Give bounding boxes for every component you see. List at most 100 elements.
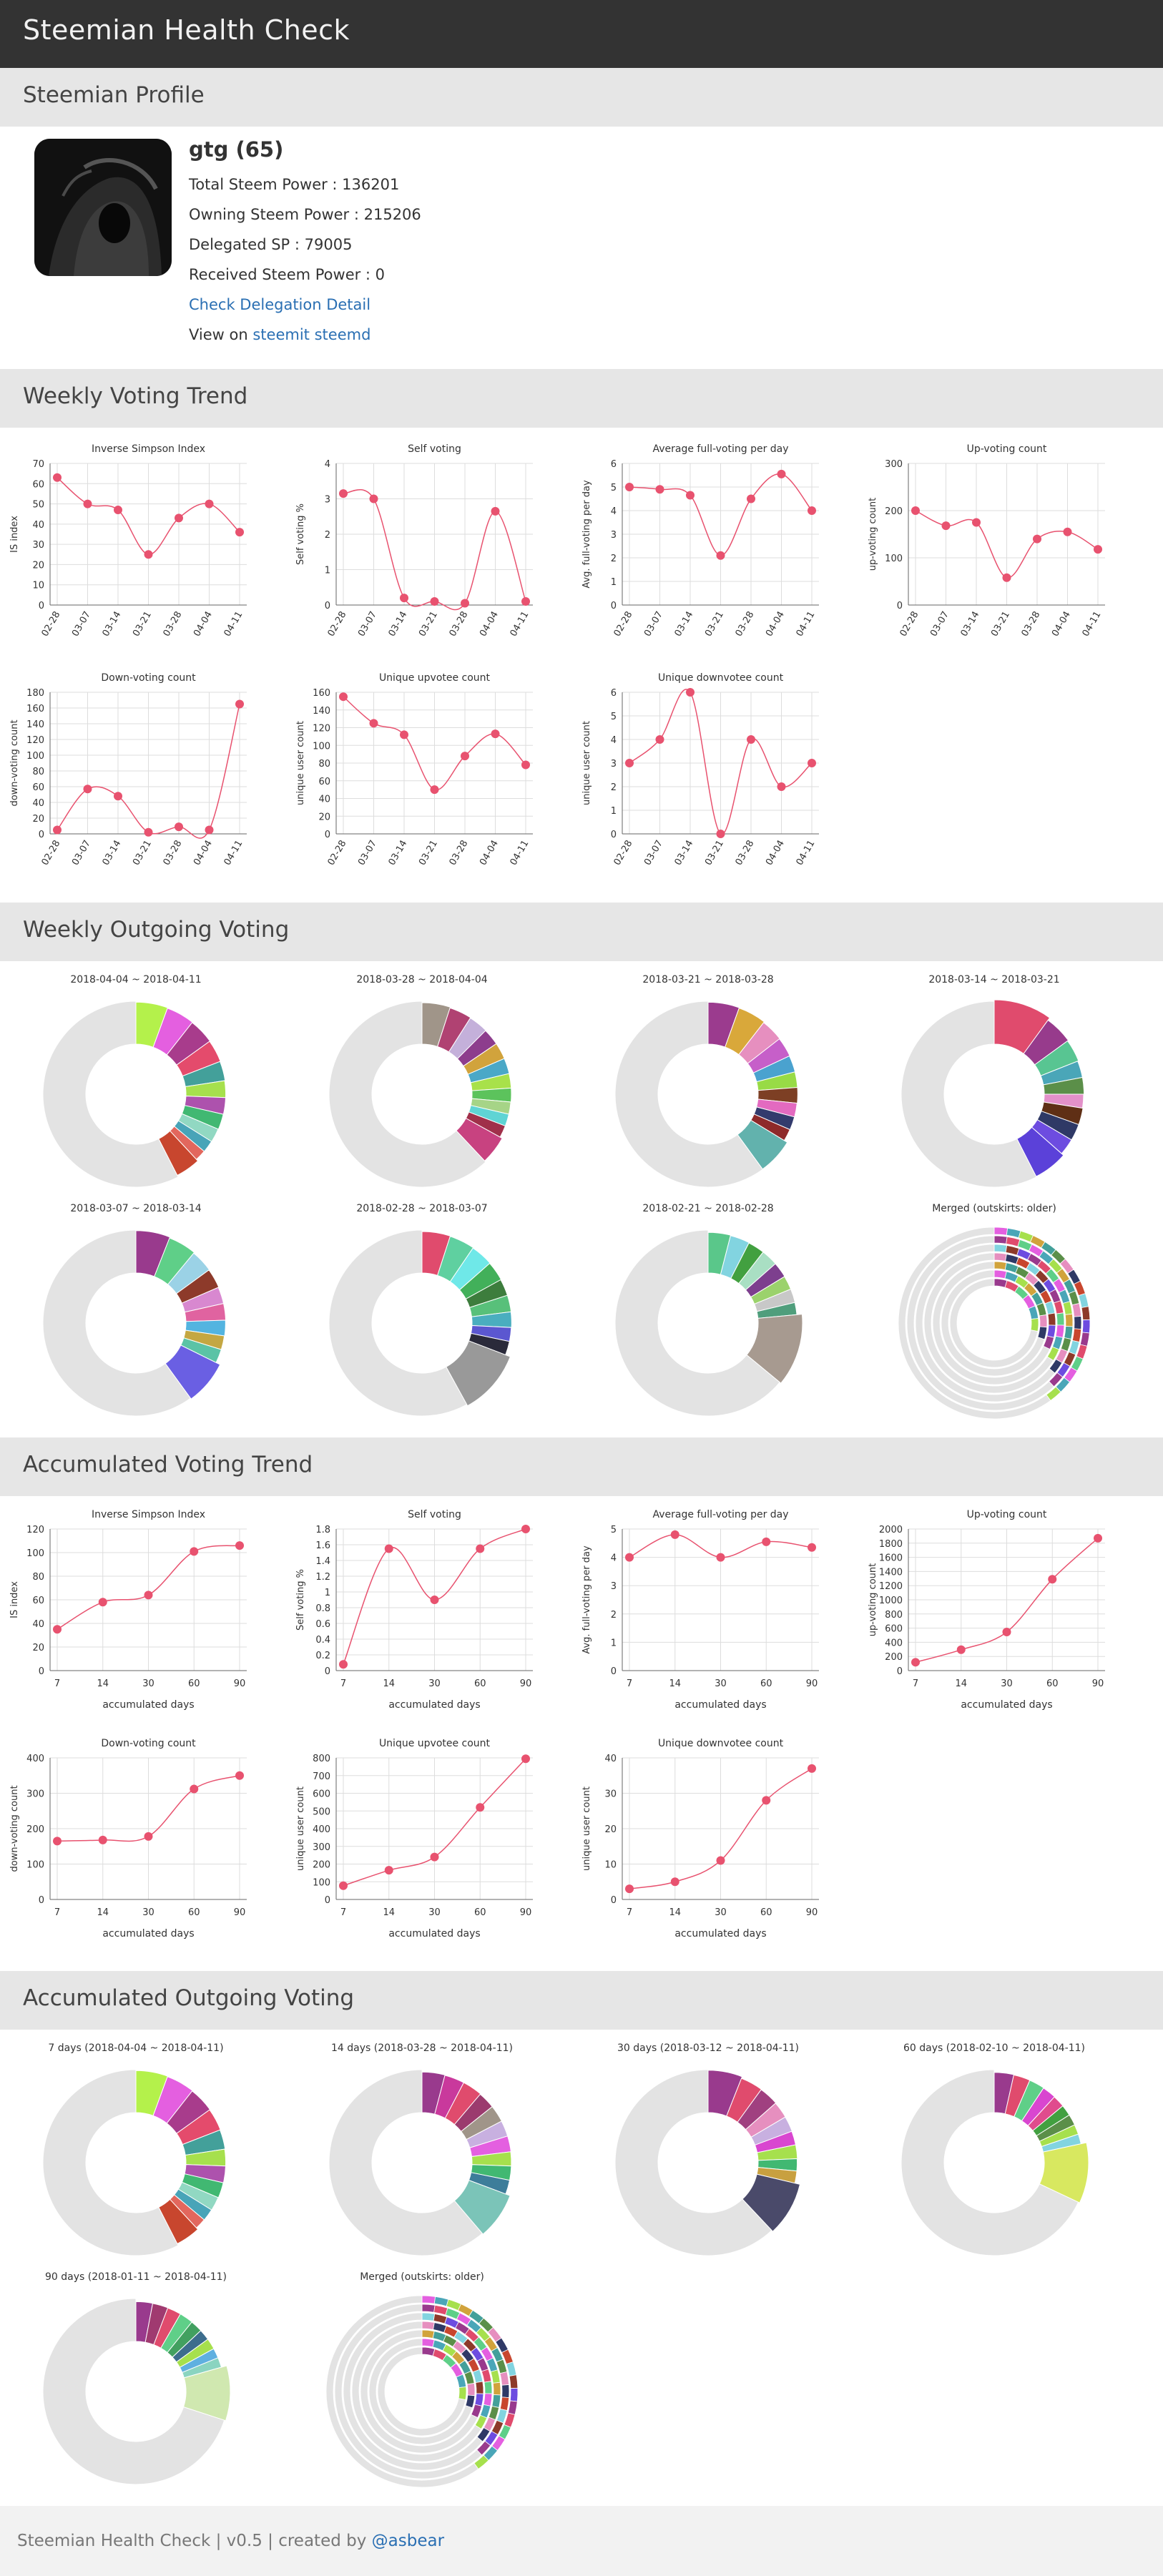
line-chart-svg: Down-voting count 0 20 40 60 80 100 120 140 160 18…: [9, 672, 247, 867]
ring-segment: [1030, 1318, 1039, 1332]
y-tick-label: 80: [318, 759, 330, 770]
y-tick-label: 0: [325, 1895, 330, 1906]
y-tick-label: 40: [604, 1754, 617, 1764]
data-point: 03-28: 43: [175, 513, 183, 523]
y-tick-label: 1.8: [315, 1525, 330, 1535]
donut-slice: [742, 2173, 801, 2232]
ring-segment: [472, 2369, 484, 2384]
chart-title: 60 days (2018-02-10 ~ 2018-04-11): [903, 2042, 1085, 2054]
y-tick-label: 30: [604, 1789, 617, 1800]
line-chart-svg: Up-voting count 0 200 400 600 800 1000 1200 1400…: [868, 1509, 1105, 1711]
y-tick-label: 0: [611, 830, 617, 840]
data-point: 30: 545: [1002, 1628, 1011, 1637]
ring-segment-other: [343, 2312, 484, 2471]
check-delegation-link[interactable]: Check Delegation Detail: [189, 296, 371, 313]
data-point: 90: 795: [521, 1754, 530, 1764]
chart-title: 2018-03-21 ~ 2018-03-28: [642, 974, 773, 985]
y-tick-label: 800: [313, 1754, 330, 1764]
ring-segment: [433, 2304, 448, 2316]
delegated-sp: Delegated SP : 79005: [189, 236, 353, 253]
donut-week-1: 2018-04-04 ~ 2018-04-11: [0, 965, 272, 1194]
y-tick-label: 20: [32, 1643, 44, 1653]
x-tick-label: 14: [669, 1907, 681, 1918]
x-tick-label: 30: [715, 1678, 727, 1689]
y-tick-label: 180: [26, 688, 44, 699]
steemit-link[interactable]: steemit: [252, 326, 310, 343]
data-point: 60: 4.6: [762, 1537, 771, 1546]
data-point: 60: 1290: [1048, 1575, 1057, 1584]
donut-chart-svg: 90 days (2018-01-11 ~ 2018-04-11): [42, 2271, 231, 2485]
data-point: 03-07: 125: [369, 719, 378, 728]
chart-title: Unique upvotee count: [379, 1738, 491, 1749]
donut-slice-other: [328, 1229, 468, 1417]
section-title-accumulated-voting-trend: Accumulated Voting Trend: [23, 1452, 313, 1478]
y-tick-label: 1: [325, 566, 330, 576]
data-point: 04-11: 78: [521, 760, 530, 770]
ring-segment: [421, 2295, 436, 2304]
author-link[interactable]: @asbear: [371, 2532, 445, 2550]
ring-segment: [501, 2384, 510, 2399]
y-tick-label: 4: [611, 1553, 617, 1564]
y-tick-label: 800: [885, 1610, 903, 1621]
y-tick-label: 3: [611, 1581, 617, 1592]
chart-title: Average full-voting per day: [652, 443, 788, 455]
data-point: 03-21: 2.1: [716, 551, 725, 560]
chart-weekly-down-voting-count: Down-voting count 0 20 40 60 80 100 120 140 160 18…: [0, 664, 272, 893]
ring-segment: [1081, 1319, 1091, 1334]
data-point: 02-28: 3: [625, 759, 634, 767]
data-point: 04-11: 36: [235, 528, 244, 537]
chart-weekly-unique-downvotee: Unique downvotee count 0 1 2 3 4 5 6 02-28 03-07 0…: [572, 664, 844, 893]
ring-segment: [463, 2371, 475, 2385]
chart-title: 2018-02-28 ~ 2018-03-07: [356, 1203, 487, 1214]
y-tick-label: 0: [39, 830, 44, 840]
ring-segment: [1047, 1312, 1056, 1326]
donut-slice-other: [42, 2298, 225, 2485]
data-point: 60: 312: [190, 1784, 199, 1794]
ring-segment: [1036, 1302, 1047, 1317]
data-point: 60: 28: [762, 1796, 771, 1805]
section-header-weekly-outgoing-voting: Weekly Outgoing Voting: [0, 903, 1163, 961]
donut-chart-svg: 7 days (2018-04-04 ~ 2018-04-11): [42, 2042, 227, 2256]
chart-title: Self voting: [408, 1509, 461, 1520]
steemd-link[interactable]: steemd: [314, 326, 371, 343]
total-steem-power: Total Steem Power : 136201: [189, 176, 400, 193]
donut-week-2: 2018-03-28 ~ 2018-04-04: [286, 965, 558, 1194]
ring-segment-other: [351, 2321, 482, 2462]
ring-segment: [466, 2382, 476, 2396]
ring-segment: [1056, 1312, 1065, 1326]
x-tick-label: 14: [97, 1678, 109, 1689]
x-tick-label: 90: [806, 1907, 818, 1918]
data-point: 03-28: 4.5: [747, 494, 755, 503]
donut-chart-svg: 2018-02-28 ~ 2018-03-07: [328, 1203, 512, 1417]
y-tick-label: 1: [611, 1638, 617, 1648]
chart-weekly-unique-upvotee: Unique upvotee count 0 20 40 60 80 100 120 140 16…: [286, 664, 558, 893]
x-axis-label: accumulated days: [388, 1699, 480, 1711]
data-point: 03-21: 0: [716, 830, 725, 838]
line-chart-svg: Unique upvotee count 0 100 200 300 400 500 600 7…: [295, 1738, 533, 1940]
ring-segment: [499, 2396, 510, 2412]
y-tick-label: 50: [32, 500, 44, 511]
x-tick-label: 03-21: [131, 839, 154, 867]
data-point: 03-07: 4.9: [655, 485, 664, 494]
x-tick-label: 02-28: [612, 839, 635, 867]
y-tick-label: 400: [313, 1824, 330, 1835]
donut-slice-other: [42, 1001, 179, 1188]
donut-slice: [446, 1340, 511, 1407]
x-tick-label: 7: [627, 1678, 632, 1689]
y-tick-label: 70: [32, 459, 44, 470]
x-tick-label: 02-28: [326, 839, 349, 867]
data-point: 03-14: 6: [686, 688, 695, 697]
data-point: 14: 295: [956, 1645, 966, 1654]
ring-segment: [1006, 1227, 1021, 1239]
ring-segment: [506, 2361, 517, 2376]
data-point: 03-14: 47: [114, 506, 122, 515]
data-point: 02-28: 5: [53, 825, 62, 835]
ring-segment-other: [932, 1261, 1051, 1385]
x-tick-label: 30: [1001, 1678, 1013, 1689]
donut-slice-other: [901, 1001, 1037, 1188]
x-tick-label: 03-07: [642, 610, 665, 639]
donut-acc-90-days: 90 days (2018-01-11 ~ 2018-04-11): [0, 2263, 272, 2492]
ring-segment-other: [360, 2329, 479, 2454]
x-tick-label: 30: [142, 1907, 154, 1918]
donut-chart-svg: 2018-03-14 ~ 2018-03-21: [901, 974, 1085, 1188]
